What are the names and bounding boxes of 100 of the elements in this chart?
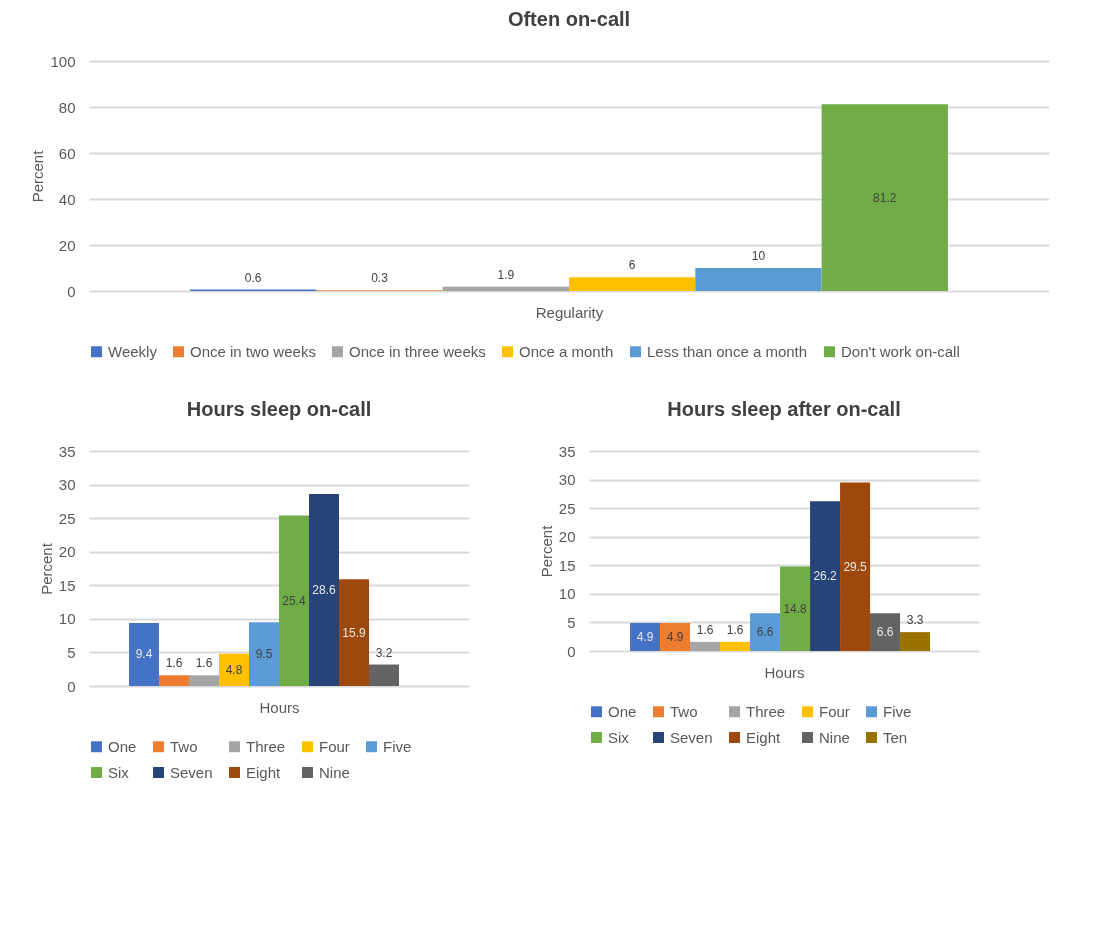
y-tick-label: 60 (58, 144, 76, 162)
legend-label: One (608, 702, 637, 720)
data-label: 26.2 (813, 569, 838, 584)
y-axis-title: Percent (537, 524, 555, 578)
data-label: 3.3 (906, 613, 924, 628)
bar (189, 675, 219, 686)
bar (442, 286, 569, 291)
y-tick-label: 25 (58, 509, 76, 527)
data-label: 9.5 (255, 647, 273, 662)
bar (249, 622, 279, 686)
bar (630, 623, 661, 651)
bar (159, 675, 189, 686)
legend-label: One (108, 737, 137, 755)
x-axis-title: Hours (764, 663, 805, 681)
data-label: 1.6 (195, 656, 213, 671)
y-tick-label: 20 (58, 236, 76, 254)
x-axis-title: Regularity (535, 303, 604, 321)
data-label: 1.6 (696, 622, 714, 637)
legend-label: Nine (819, 728, 850, 746)
y-axis-title: Percent (37, 542, 55, 595)
bar (780, 566, 811, 651)
y-tick-label: 80 (58, 98, 76, 116)
legend-label: Two (670, 702, 698, 720)
legend-label: Three (246, 737, 286, 755)
legend-label: Seven (670, 728, 713, 746)
legend-label: Two (170, 737, 198, 755)
legend-label: Less than once a month (647, 342, 808, 360)
legend-label: Nine (319, 763, 350, 781)
legend-label: Seven (170, 763, 213, 781)
y-tick-label: 20 (558, 528, 576, 546)
data-label: 0.6 (244, 270, 262, 285)
y-tick-label: 0 (67, 677, 76, 695)
y-tick-label: 10 (58, 610, 76, 628)
bar (840, 482, 871, 651)
data-label: 4.9 (636, 630, 654, 644)
data-label: 25.4 (282, 593, 306, 608)
y-tick-label: 20 (58, 543, 76, 561)
data-label: 14.8 (783, 601, 808, 616)
legend-label: Eight (746, 728, 782, 746)
bar (339, 579, 369, 686)
y-tick-label: 0 (67, 282, 76, 300)
y-axis-title: Percent (29, 149, 47, 203)
bar (219, 653, 249, 686)
y-tick-label: 30 (558, 471, 576, 489)
bar (369, 664, 399, 686)
y-tick-label: 40 (58, 190, 76, 208)
legend-label: Six (108, 763, 130, 781)
data-label: 4.8 (225, 662, 243, 677)
legend-label: Once a month (519, 342, 614, 360)
y-tick-label: 25 (558, 499, 576, 517)
y-tick-label: 5 (67, 643, 76, 661)
data-label: 1.6 (726, 622, 744, 637)
y-tick-label: 35 (58, 442, 76, 460)
data-label: 15.9 (342, 625, 366, 640)
legend-label: Four (819, 702, 850, 720)
legend-label: Once in two weeks (190, 342, 316, 360)
data-label: 0.3 (371, 271, 389, 286)
data-label: 6.6 (756, 625, 774, 640)
data-label: 6 (628, 258, 636, 273)
legend-label: Eight (246, 763, 282, 781)
legend-label: Five (883, 702, 912, 720)
bar (750, 613, 781, 651)
bar (309, 493, 339, 686)
data-label: 9.4 (135, 647, 153, 662)
bar (720, 641, 751, 651)
data-label: 10 (751, 249, 766, 263)
chart-title: Often on-call (507, 8, 631, 30)
legend-label: Ten (883, 728, 908, 746)
y-tick-label: 30 (58, 476, 76, 494)
data-label: 6.6 (876, 625, 894, 640)
y-tick-label: 5 (567, 613, 576, 631)
bar (695, 268, 822, 291)
chart-title: Hours sleep after on-call (667, 398, 901, 420)
legend-label: Weekly (108, 342, 158, 360)
bar (660, 623, 691, 651)
y-tick-label: 0 (567, 642, 576, 660)
y-tick-label: 15 (58, 576, 76, 594)
bar (870, 613, 901, 651)
bar (821, 104, 948, 291)
data-label: 28.6 (312, 582, 336, 597)
y-tick-label: 100 (50, 52, 76, 70)
data-label: 1.9 (497, 267, 515, 282)
y-tick-label: 35 (558, 442, 576, 460)
data-label: 1.6 (165, 656, 183, 671)
data-label: 81.2 (873, 190, 897, 205)
x-axis-title: Hours (259, 698, 300, 716)
legend-label: Don't work on-call (841, 342, 960, 360)
bar (569, 277, 696, 291)
legend-label: Once in three weeks (349, 342, 486, 360)
chart-title: Hours sleep on-call (186, 398, 372, 420)
data-label: 4.9 (666, 630, 684, 644)
y-tick-label: 10 (558, 585, 576, 603)
data-label: 29.5 (843, 559, 868, 574)
legend-label: Three (746, 702, 786, 720)
data-label: 3.2 (375, 645, 393, 660)
bar (810, 501, 841, 651)
legend-label: Four (319, 737, 350, 755)
bar (900, 632, 931, 651)
bar (129, 622, 159, 686)
bar (690, 641, 721, 651)
